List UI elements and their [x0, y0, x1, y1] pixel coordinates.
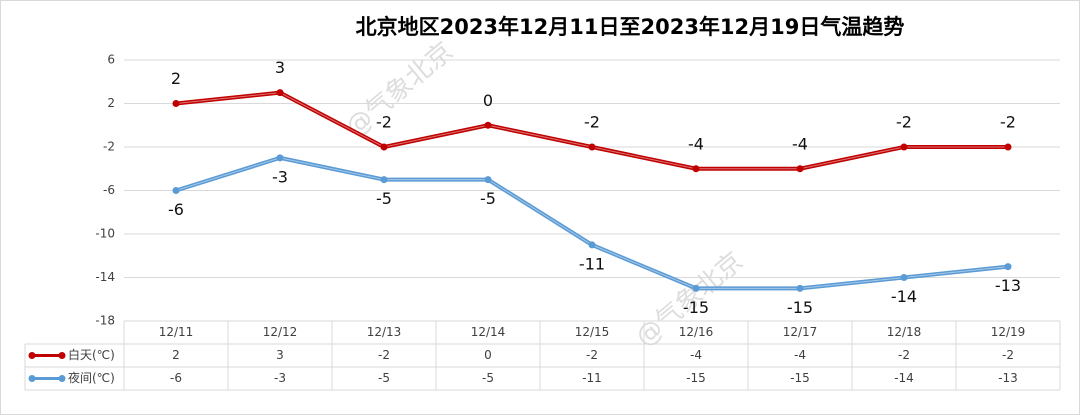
- point: [796, 284, 804, 292]
- data-label: -5: [480, 189, 496, 208]
- y-tick-label: -14: [95, 270, 115, 284]
- watermark: @气象北京: [340, 36, 459, 143]
- x-tick-label: 12/17: [783, 325, 818, 339]
- data-label: -14: [891, 287, 917, 306]
- legend-label: 白天(℃): [68, 347, 115, 362]
- x-tick-label: 12/18: [887, 325, 922, 339]
- x-tick-label: 12/11: [159, 325, 194, 339]
- table-cell: -3: [274, 371, 286, 385]
- y-tick-label: -18: [95, 314, 115, 328]
- point: [692, 284, 700, 292]
- data-label: -4: [688, 134, 704, 153]
- table-cell: 2: [172, 348, 180, 362]
- table-cell: -5: [482, 371, 494, 385]
- legend-marker: [28, 375, 36, 382]
- point: [900, 143, 908, 151]
- y-tick-label: -10: [95, 227, 115, 241]
- y-tick-label: -2: [103, 140, 115, 154]
- table-cell: 3: [276, 348, 284, 362]
- point: [588, 241, 596, 249]
- table-cell: -2: [1002, 348, 1014, 362]
- x-tick-label: 12/14: [471, 325, 506, 339]
- point: [484, 176, 492, 184]
- x-tick-label: 12/12: [263, 325, 298, 339]
- x-tick-label: 12/15: [575, 325, 610, 339]
- point: [796, 165, 804, 173]
- table-cell: -13: [998, 371, 1018, 385]
- x-tick-label: 12/16: [679, 325, 714, 339]
- table-cell: -11: [582, 371, 602, 385]
- table-cell: -2: [586, 348, 598, 362]
- data-label: -5: [376, 189, 392, 208]
- data-label: 3: [275, 58, 285, 77]
- table-cell: -15: [790, 371, 810, 385]
- y-tick-label: 6: [107, 53, 115, 67]
- data-label: -6: [168, 200, 184, 219]
- table-cell: -4: [794, 348, 806, 362]
- table-cell: -6: [170, 371, 182, 385]
- table-cell: -5: [378, 371, 390, 385]
- table-cell: -15: [686, 371, 706, 385]
- point: [900, 274, 908, 281]
- point: [172, 187, 180, 194]
- data-label: -15: [683, 298, 709, 317]
- point: [380, 176, 388, 184]
- point: [484, 121, 492, 129]
- data-label: 0: [483, 91, 493, 110]
- table-cell: -2: [378, 348, 390, 362]
- point: [588, 143, 596, 151]
- y-tick-label: 2: [107, 96, 115, 110]
- data-label: 2: [171, 69, 181, 88]
- point: [276, 89, 284, 97]
- data-label: -13: [995, 276, 1021, 295]
- table-cell: -2: [898, 348, 910, 362]
- data-label: -2: [584, 113, 600, 132]
- point: [172, 100, 180, 107]
- point: [1004, 143, 1012, 151]
- legend-marker: [58, 375, 66, 382]
- data-label: -3: [272, 167, 288, 186]
- chart-title: 北京地区2023年12月11日至2023年12月19日气温趋势: [356, 15, 905, 39]
- data-label: -2: [896, 113, 912, 132]
- data-label: -11: [579, 254, 605, 273]
- point: [692, 165, 700, 173]
- legend-marker: [28, 352, 36, 359]
- point: [1004, 263, 1012, 271]
- x-tick-label: 12/19: [991, 325, 1026, 339]
- legend-label: 夜间(℃): [68, 370, 115, 385]
- y-tick-label: -6: [103, 183, 115, 197]
- data-label: -15: [787, 298, 813, 317]
- data-label: -2: [376, 113, 392, 132]
- data-label: -4: [792, 134, 808, 153]
- table-cell: -4: [690, 348, 702, 362]
- table-cell: 0: [484, 348, 492, 362]
- point: [380, 143, 388, 151]
- legend-marker: [58, 352, 66, 359]
- x-tick-label: 12/13: [367, 325, 402, 339]
- data-label: -2: [1000, 113, 1016, 132]
- table-cell: -14: [894, 371, 914, 385]
- point: [276, 154, 284, 162]
